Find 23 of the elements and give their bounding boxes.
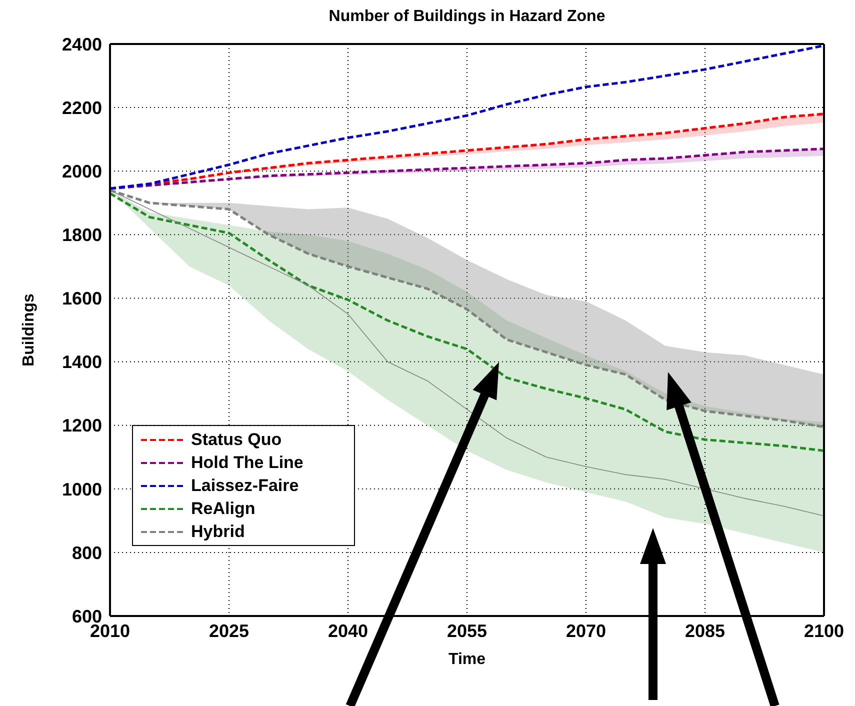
y-tick-label: 2200: [62, 98, 102, 118]
x-axis-title: Time: [448, 651, 486, 668]
legend-label: Status Quo: [191, 430, 282, 450]
legend-label: Hold The Line: [191, 452, 304, 472]
x-tick-label: 2055: [446, 620, 488, 641]
legend-label: Laissez-Faire: [191, 476, 299, 496]
legend-label: ReAlign: [191, 498, 256, 518]
y-tick-label: 2400: [62, 34, 102, 54]
x-tick-label: 2040: [328, 620, 368, 641]
chart-title: Number of Buildings in Hazard Zone: [328, 8, 606, 26]
legend-label: Hybrid: [191, 522, 245, 542]
x-tick-label: 2070: [566, 620, 606, 641]
y-tick-label: 800: [72, 542, 102, 563]
y-axis-title: Buildings: [20, 293, 38, 366]
x-tick-label: 2025: [208, 620, 250, 641]
x-tick-label: 2085: [684, 620, 726, 641]
y-tick-label: 1600: [62, 288, 102, 309]
y-tick-label: 1800: [62, 225, 102, 246]
y-tick-label: 2000: [62, 162, 102, 182]
y-tick-label: 1200: [62, 416, 102, 436]
y-tick-label: 1000: [62, 479, 102, 500]
x-tick-label: 2100: [804, 620, 844, 641]
y-tick-label: 1400: [62, 352, 102, 372]
